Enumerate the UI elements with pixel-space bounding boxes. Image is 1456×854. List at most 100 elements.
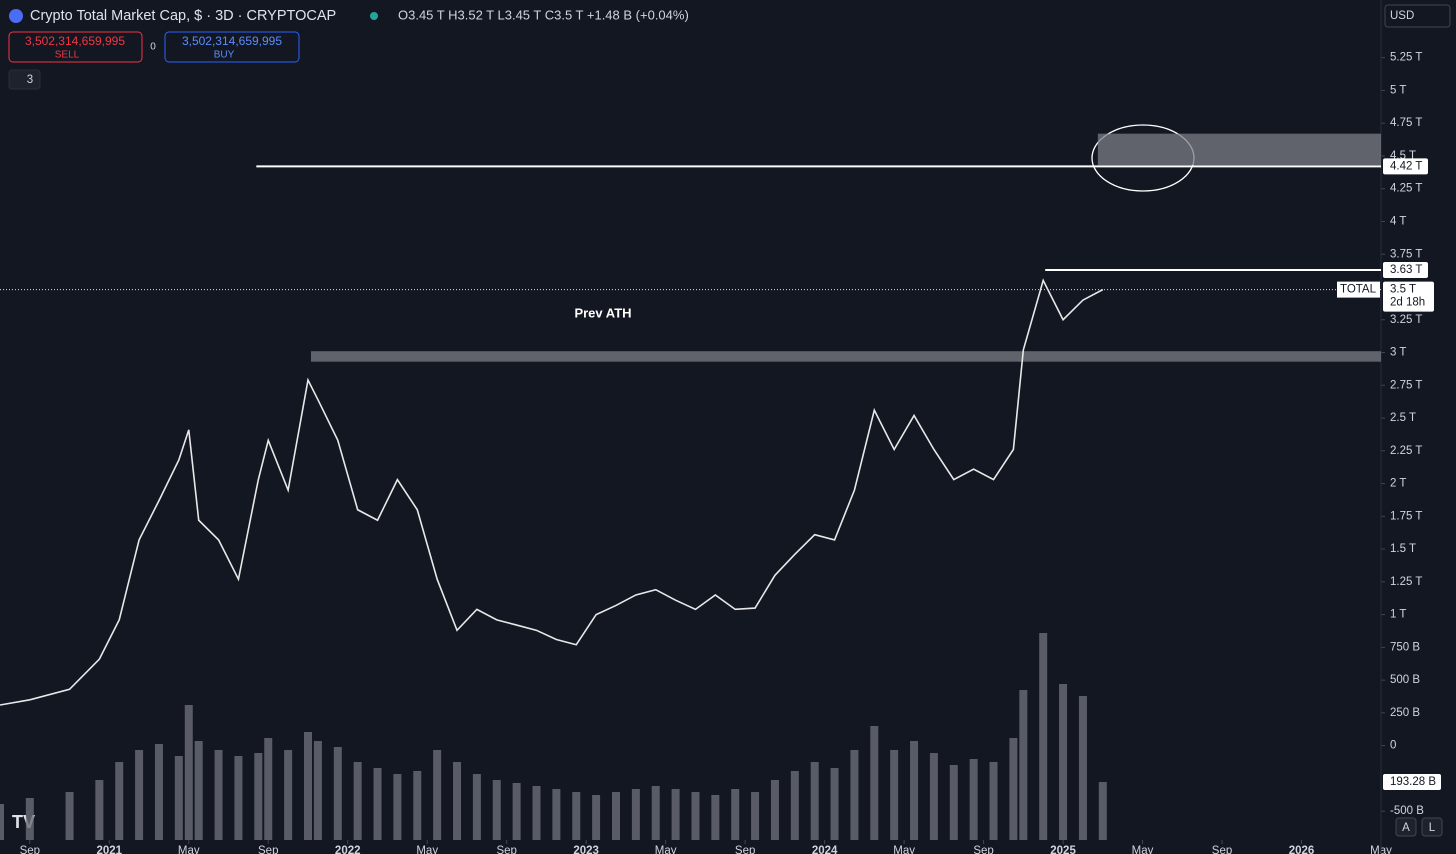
- log-button[interactable]: [1421, 817, 1443, 837]
- volume-bar: [1078, 696, 1087, 840]
- buy-button[interactable]: [164, 31, 300, 63]
- volume-bar: [850, 750, 859, 840]
- y-tick-label: 2.75 T: [1390, 379, 1422, 391]
- volume-bar: [651, 786, 660, 840]
- volume-bar: [910, 741, 919, 840]
- volume-bar: [433, 750, 442, 840]
- volume-bar: [671, 789, 680, 840]
- y-tick-label: 1.75 T: [1390, 510, 1422, 522]
- buy-price: 3,502,314,659,995: [182, 34, 282, 48]
- volume-box: [1383, 774, 1441, 791]
- volume-bar: [214, 750, 223, 840]
- sell-label: SELL: [55, 50, 80, 61]
- annotation: Prev ATH: [574, 305, 631, 320]
- volume-bar: [790, 771, 799, 840]
- countdown: 2d 18h: [1390, 297, 1425, 309]
- x-tick-label: 2026: [1289, 845, 1315, 854]
- volume-bar: [393, 774, 402, 840]
- volume-bar: [234, 756, 243, 840]
- status-dot: [370, 12, 378, 20]
- symbol-box: [1337, 281, 1380, 298]
- y-tick-label: 2.5 T: [1390, 412, 1416, 424]
- x-tick-label: May: [416, 845, 438, 854]
- level-label: 3.63 T: [1390, 264, 1422, 276]
- spread: 0: [150, 42, 156, 53]
- x-tick-label: Sep: [973, 845, 993, 854]
- y-tick-label: 500 B: [1390, 674, 1420, 686]
- y-tick-label: 1 T: [1390, 609, 1406, 621]
- x-tick-label: Sep: [258, 845, 278, 854]
- current-price-label: 3.5 T: [1390, 284, 1416, 296]
- sell-button[interactable]: [8, 31, 143, 63]
- volume-bar: [989, 762, 998, 840]
- volume-bar: [512, 783, 521, 840]
- y-tick-label: 4 T: [1390, 215, 1406, 227]
- log-label: L: [1429, 822, 1436, 834]
- volume-bar: [264, 738, 273, 840]
- indicator-toggle[interactable]: [8, 69, 41, 90]
- y-tick-label: 2 T: [1390, 478, 1406, 490]
- y-tick-label: 3.25 T: [1390, 314, 1422, 326]
- y-tick-label: -500 B: [1390, 805, 1424, 817]
- price-line: [0, 278, 1104, 706]
- x-tick-label: Sep: [496, 845, 516, 854]
- x-tick-label: May: [1132, 845, 1154, 854]
- level-label: 4.42 T: [1390, 160, 1422, 172]
- volume-bar: [0, 804, 4, 840]
- volume-bar: [592, 795, 601, 840]
- volume-bar: [373, 768, 382, 840]
- volume-bar: [154, 744, 163, 840]
- y-tick-label: 1.25 T: [1390, 576, 1422, 588]
- ohlc: O3.45 T H3.52 T L3.45 T C3.5 T +1.48 B (…: [398, 7, 689, 22]
- y-tick-label: 250 B: [1390, 707, 1420, 719]
- x-tick-label: 2023: [573, 845, 599, 854]
- volume-bar: [572, 792, 581, 840]
- volume-bar: [25, 798, 34, 840]
- y-tick-label: 2.25 T: [1390, 445, 1422, 457]
- volume-bar: [949, 765, 958, 840]
- currency-select[interactable]: [1384, 4, 1451, 28]
- y-tick-label: 4.75 T: [1390, 117, 1422, 129]
- volume-bar: [313, 741, 322, 840]
- x-tick-label: Sep: [1212, 845, 1232, 854]
- sell-price: 3,502,314,659,995: [25, 34, 125, 48]
- volume-bar: [174, 756, 183, 840]
- volume-bar: [194, 741, 203, 840]
- symbol-title: Crypto Total Market Cap, $ · 3D · CRYPTO…: [30, 8, 336, 24]
- volume-bar: [731, 789, 740, 840]
- volume-bar: [691, 792, 700, 840]
- volume-bar: [631, 789, 640, 840]
- y-tick-label: 4.25 T: [1390, 183, 1422, 195]
- zone: [310, 351, 1381, 362]
- volume-bar: [532, 786, 541, 840]
- y-tick-label: 1.5 T: [1390, 543, 1416, 555]
- volume-bar: [552, 789, 561, 840]
- y-tick-label: 3 T: [1390, 347, 1406, 359]
- level-label-box: [1383, 261, 1428, 278]
- volume-bar: [65, 792, 74, 840]
- y-tick-label: 5 T: [1390, 84, 1406, 96]
- volume-label: 193.28 B: [1390, 776, 1436, 788]
- volume-bar: [303, 732, 312, 840]
- volume-bar: [890, 750, 899, 840]
- auto-button[interactable]: [1395, 817, 1417, 837]
- volume-bar: [95, 780, 104, 840]
- volume-bar: [1009, 738, 1018, 840]
- x-tick-label: 2022: [335, 845, 361, 854]
- currency: USD: [1390, 10, 1414, 22]
- x-tick-label: 2021: [96, 845, 122, 854]
- x-tick-label: Sep: [735, 845, 755, 854]
- volume-bar: [929, 753, 938, 840]
- auto-label: A: [1402, 822, 1410, 834]
- symbol-icon: [9, 9, 23, 23]
- volume-bar: [284, 750, 293, 840]
- volume-bar: [413, 771, 422, 840]
- volume-bar: [492, 780, 501, 840]
- volume-bar: [1059, 684, 1068, 840]
- x-tick-label: May: [893, 845, 915, 854]
- volume-bar: [353, 762, 362, 840]
- volume-bar: [254, 753, 263, 840]
- zone: [1097, 133, 1381, 166]
